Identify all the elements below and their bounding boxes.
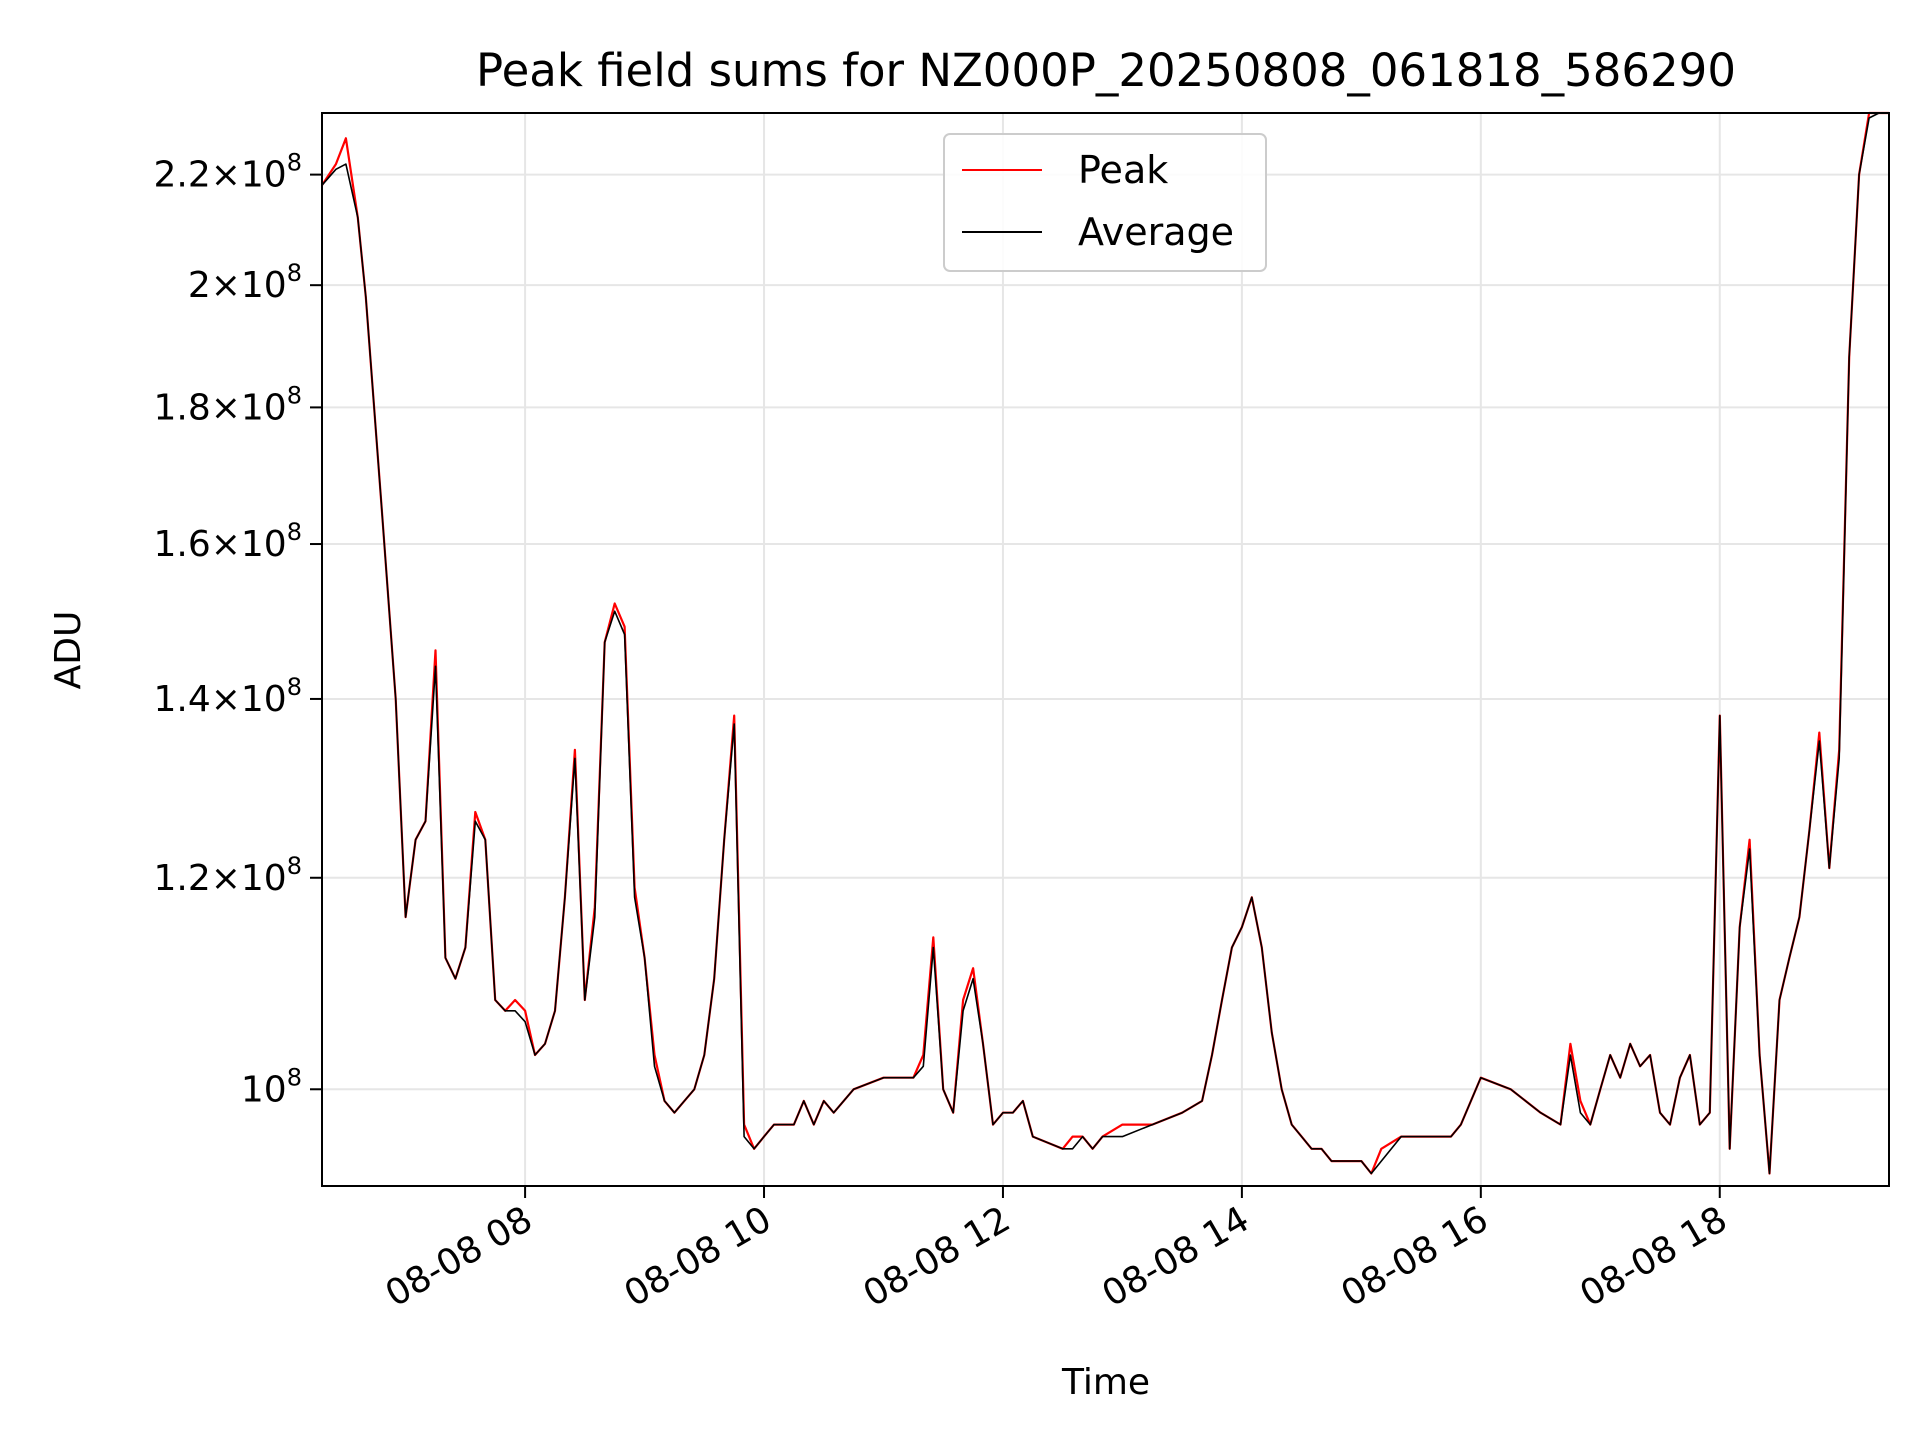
y-tick-mantissa: 1.6×10: [153, 524, 286, 565]
y-tick-exponent: 8: [287, 1063, 302, 1091]
legend: Peak Average: [943, 133, 1267, 272]
y-tick-label: 108: [241, 1063, 302, 1110]
x-tick-label: 08-08 10: [618, 1199, 779, 1315]
series-line-average: [321, 112, 1889, 1175]
x-tick-label: 08-08 18: [1573, 1199, 1734, 1315]
y-tick-label: 1.8×108: [153, 381, 302, 428]
series-lines: [321, 111, 1889, 1175]
y-tick-label: 1.6×108: [153, 518, 302, 565]
x-axis: 08-08 08 08-08 10 08-08 12 08-08 14 08-08 16…: [379, 1186, 1734, 1315]
legend-label-average: Average: [1078, 210, 1234, 254]
y-tick-mantissa: 1.2×10: [153, 858, 286, 899]
x-tick-label: 08-08 16: [1334, 1199, 1495, 1315]
y-tick-label: 1.2×108: [153, 852, 302, 899]
y-tick-mantissa: 10: [241, 1069, 287, 1110]
chart-title: Peak field sums for NZ000P_20250808_0618…: [476, 44, 1736, 97]
x-tick-label: 08-08 12: [857, 1199, 1018, 1315]
y-tick-label: 1.4×108: [153, 673, 302, 720]
y-tick-exponent: 8: [287, 518, 302, 546]
y-tick-mantissa: 1.8×10: [153, 387, 286, 428]
y-tick-mantissa: 2×10: [188, 265, 287, 306]
y-axis: 1081.2×1081.4×1081.6×1081.8×1082×1082.2×…: [153, 149, 322, 1110]
y-tick-exponent: 8: [287, 259, 302, 287]
gridlines: [322, 113, 1889, 1186]
series-line-peak: [321, 111, 1889, 1175]
y-tick-label: 2.2×108: [153, 149, 302, 196]
y-tick-exponent: 8: [287, 673, 302, 701]
legend-label-peak: Peak: [1078, 148, 1168, 192]
y-tick-exponent: 8: [287, 149, 302, 177]
y-tick-mantissa: 1.4×10: [153, 679, 286, 720]
x-axis-label: Time: [1061, 1362, 1150, 1403]
y-tick-mantissa: 2.2×10: [153, 155, 286, 196]
y-tick-exponent: 8: [287, 381, 302, 409]
y-tick-exponent: 8: [287, 852, 302, 880]
plot-area-frame: [321, 112, 1890, 1187]
y-tick-label: 2×108: [188, 259, 302, 306]
legend-frame: [943, 133, 1267, 272]
x-tick-label: 08-08 14: [1096, 1199, 1257, 1315]
y-axis-label: ADU: [48, 611, 89, 690]
x-tick-label: 08-08 08: [379, 1199, 540, 1315]
